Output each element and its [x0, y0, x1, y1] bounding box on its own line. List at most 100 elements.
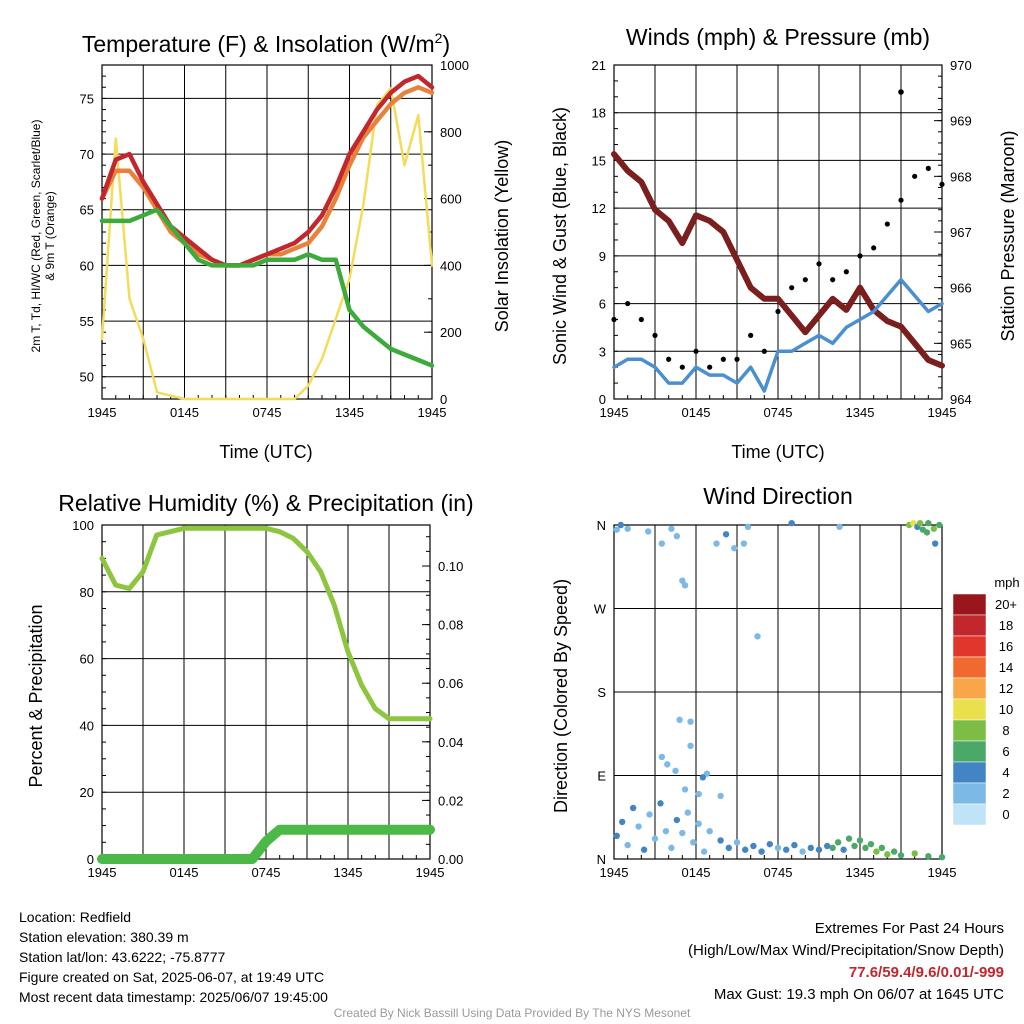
- wind-direction-point: [938, 853, 946, 861]
- winds-y-tick-label: 21: [592, 58, 606, 73]
- wind-direction-point: [672, 767, 679, 775]
- extremes-values: 77.6/59.4/9.6/0.01/-999: [848, 964, 1004, 981]
- wind-direction-point: [829, 844, 836, 852]
- temperature-x-tick-label: 1945: [88, 405, 117, 420]
- wind-direction-y-tick-label: N: [597, 518, 606, 533]
- humidity-x-tick-label: 1345: [334, 865, 363, 880]
- winds-series-2-point: [666, 356, 672, 362]
- winds-series-2-point: [652, 332, 658, 338]
- wind-direction-point: [706, 827, 713, 835]
- wind-direction-point: [703, 770, 711, 777]
- station-latlon: Station lat/lon: 43.6222; -75.8777: [19, 949, 226, 965]
- wind-direction-point: [651, 835, 659, 842]
- wind-direction-point: [658, 753, 666, 761]
- temperature-x-axis-label: Time (UTC): [219, 442, 312, 462]
- legend-swatch: [952, 677, 987, 700]
- temperature-x-tick-label: 1345: [335, 405, 364, 420]
- wind-direction-point: [644, 528, 652, 535]
- humidity-x-tick-label: 1945: [88, 865, 117, 880]
- wind-direction-point: [701, 848, 708, 855]
- wind-direction-point: [673, 532, 681, 540]
- winds-series-2-point: [884, 221, 890, 227]
- wind-direction-point: [717, 837, 724, 844]
- wind-direction-point: [931, 540, 939, 547]
- wind-direction-panel: Wind Direction Direction (Colored By Spe…: [551, 483, 1020, 880]
- winds-series-0-line: [611, 151, 945, 369]
- wind-direction-y-tick-label: N: [597, 852, 606, 867]
- station-location: Location: Redfield: [19, 909, 132, 925]
- legend-swatch: [952, 740, 987, 763]
- winds-series-2-point: [679, 364, 685, 370]
- wind-direction-point: [867, 840, 875, 848]
- humidity-right-tick-label: 0.06: [438, 676, 463, 691]
- extremes-subtitle: (High/Low/Max Wind/Precipitation/Snow De…: [688, 942, 1004, 959]
- winds-x-tick-label: 0145: [682, 405, 711, 420]
- wind-direction-point: [695, 820, 702, 827]
- temperature-right-tick-label: 200: [440, 325, 462, 340]
- wind-direction-point: [695, 790, 702, 798]
- wind-direction-point: [788, 519, 795, 527]
- winds-x-axis-label: Time (UTC): [731, 442, 824, 462]
- temperature-right-tick-label: 0: [440, 392, 447, 407]
- wind-direction-point: [681, 786, 689, 793]
- wind-direction-point: [731, 544, 738, 552]
- temperature-chart-title: Temperature (F) & Insolation (W/m2): [82, 30, 450, 57]
- winds-panel: Winds (mph) & Pressure (mb) Time (UTC) S…: [550, 24, 1018, 462]
- wind-direction-point: [936, 521, 943, 529]
- legend-swatch: [952, 593, 987, 616]
- humidity-y-tick-label: 20: [80, 785, 94, 800]
- extremes-info: Extremes For Past 24 Hours (High/Low/Max…: [688, 918, 1004, 1006]
- temperature-x-tick-label: 0145: [170, 405, 199, 420]
- wind-direction-point: [742, 846, 749, 853]
- temperature-x-tick-label: 1945: [418, 405, 447, 420]
- temperature-y-tick-label: 75: [80, 91, 94, 106]
- humidity-x-tick-label: 0745: [252, 865, 281, 880]
- wind-direction-x-tick-label: 1345: [846, 865, 875, 880]
- wind-direction-point: [750, 842, 757, 850]
- temperature-y-axis-label-line2: & 9m T (Orange): [43, 191, 57, 281]
- wind-direction-point: [878, 844, 886, 852]
- wind-direction-point: [766, 840, 773, 848]
- wind-direction-point: [930, 525, 937, 532]
- wind-direction-point: [646, 811, 653, 818]
- wind-direction-point: [617, 521, 625, 529]
- humidity-plot-frame: [101, 524, 431, 860]
- legend-label: 14: [999, 660, 1013, 675]
- temperature-y-tick-label: 60: [80, 258, 94, 273]
- winds-y-tick-label: 3: [599, 344, 606, 359]
- wind-direction-point: [791, 841, 798, 849]
- winds-right-tick-label: 966: [950, 281, 972, 296]
- wind-direction-point: [664, 761, 671, 768]
- legend-swatch: [952, 698, 987, 721]
- wind-direction-point: [925, 853, 932, 860]
- wind-direction-point: [624, 841, 631, 849]
- winds-series-2-point: [748, 332, 754, 338]
- winds-right-tick-label: 967: [950, 225, 972, 240]
- wind-direction-y-axis-label: Direction (Colored By Speed): [551, 579, 571, 813]
- legend-label: 2: [1002, 786, 1009, 801]
- winds-series-1-line: [612, 277, 944, 393]
- winds-series-2-point: [816, 261, 822, 267]
- wind-direction-point: [890, 848, 898, 855]
- winds-series-2-point: [761, 348, 767, 354]
- winds-series-2-point: [693, 348, 699, 354]
- winds-x-tick-label: 1345: [846, 405, 875, 420]
- wind-direction-y-tick-label: E: [597, 769, 606, 784]
- temperature-right-tick-label: 600: [440, 192, 462, 207]
- humidity-chart-title: Relative Humidity (%) & Precipitation (i…: [58, 490, 473, 516]
- wind-direction-x-tick-label: 1945: [600, 865, 629, 880]
- winds-series-2-point: [857, 253, 863, 259]
- winds-series-2-point: [830, 277, 836, 283]
- wind-direction-point: [673, 816, 681, 824]
- wind-direction-point: [662, 827, 670, 835]
- legend-swatch: [952, 761, 987, 784]
- humidity-y-tick-label: 40: [80, 718, 94, 733]
- wind-direction-point: [873, 848, 880, 855]
- wind-direction-point: [717, 792, 724, 800]
- wind-direction-plot-frame: [613, 524, 943, 860]
- winds-x-tick-label: 1945: [928, 405, 957, 420]
- wind-direction-chart-title: Wind Direction: [703, 483, 853, 509]
- wind-direction-point: [619, 818, 626, 826]
- station-elevation: Station elevation: 380.39 m: [19, 929, 189, 945]
